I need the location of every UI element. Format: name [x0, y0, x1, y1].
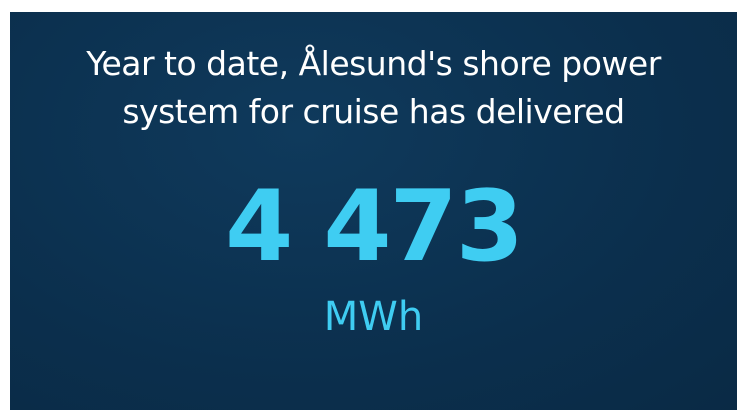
stat-panel: Year to date, Ålesund's shore power syst…: [10, 12, 737, 410]
heading-line: system for cruise has delivered: [122, 92, 625, 131]
stat-unit: MWh: [323, 294, 424, 340]
stat-value: 4 473: [225, 170, 524, 284]
heading-line: Year to date, Ålesund's shore power: [86, 44, 661, 83]
